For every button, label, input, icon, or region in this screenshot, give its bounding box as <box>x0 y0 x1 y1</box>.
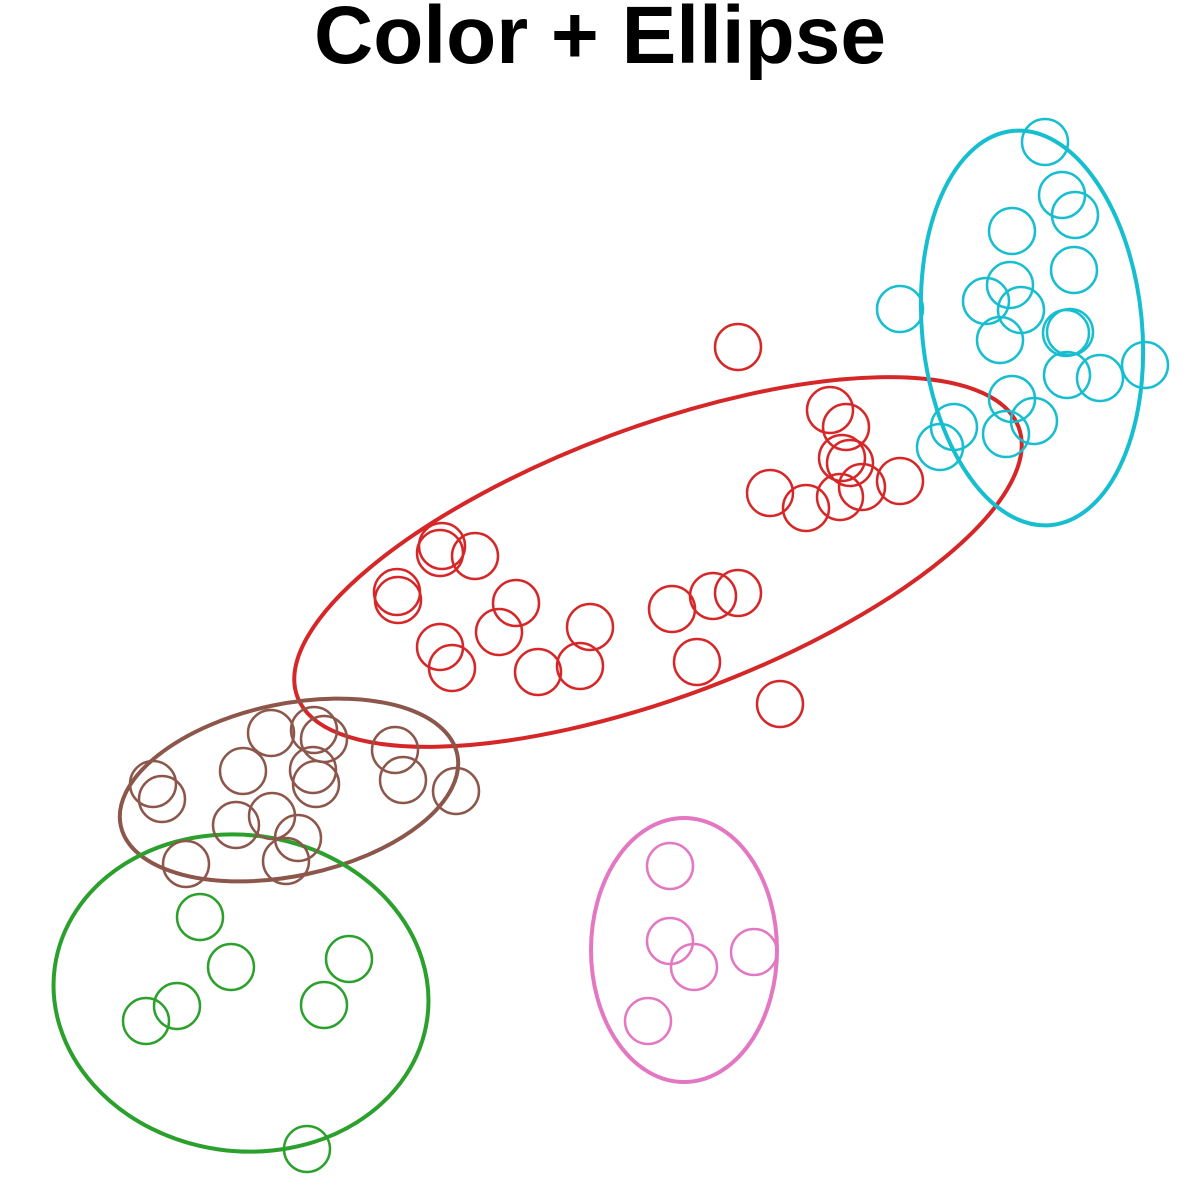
confidence-ellipse-3 <box>117 696 461 884</box>
data-point-s1-11 <box>450 531 500 581</box>
data-point-s1-1 <box>713 322 763 372</box>
data-point-s3-1 <box>246 708 296 758</box>
data-point-s3-3 <box>299 714 349 764</box>
data-point-s1-25 <box>713 568 763 618</box>
data-point-s1-7 <box>837 462 887 512</box>
data-point-s1-22 <box>555 641 605 691</box>
data-point-s1-17 <box>474 607 524 657</box>
data-point-s2-3 <box>1050 190 1100 240</box>
data-point-s3-2 <box>289 705 339 755</box>
data-point-s2-19 <box>929 402 979 452</box>
data-point-s3-10 <box>137 774 187 824</box>
data-point-s4-1 <box>175 892 225 942</box>
data-point-s1-8 <box>815 472 865 522</box>
data-point-s5-5 <box>623 996 673 1046</box>
data-point-s5-3 <box>669 942 719 992</box>
data-point-s4-2 <box>206 942 256 992</box>
data-point-s2-13 <box>1075 353 1125 403</box>
data-point-s2-6 <box>985 260 1035 310</box>
data-point-s2-7 <box>961 276 1011 326</box>
data-point-s1-24 <box>688 571 738 621</box>
chart-title: Color + Ellipse <box>314 0 886 81</box>
data-point-s1-20 <box>427 643 477 693</box>
data-point-s4-7 <box>282 1124 332 1174</box>
data-point-s3-5 <box>218 746 268 796</box>
data-point-s3-4 <box>370 725 420 775</box>
data-point-s5-4 <box>729 927 779 977</box>
data-point-s1-18 <box>565 602 615 652</box>
data-point-s3-16 <box>261 836 311 886</box>
data-point-s1-21 <box>513 647 563 697</box>
data-point-s2-5 <box>1049 245 1099 295</box>
data-point-s2-17 <box>1009 396 1059 446</box>
data-point-s3-15 <box>161 839 211 889</box>
data-point-s2-11 <box>1045 307 1095 357</box>
data-point-s2-18 <box>981 409 1031 459</box>
point-layer <box>121 117 1170 1174</box>
data-point-s1-6 <box>875 456 925 506</box>
data-point-s3-9 <box>128 759 178 809</box>
data-point-s1-5 <box>825 438 875 488</box>
data-point-s2-1 <box>1020 117 1070 167</box>
data-point-s4-5 <box>121 996 171 1046</box>
data-point-s3-14 <box>273 813 323 863</box>
data-point-s1-16 <box>491 578 541 628</box>
data-point-s1-26 <box>672 637 722 687</box>
confidence-ellipse-1 <box>292 375 1024 749</box>
data-point-s2-10 <box>1041 308 1091 358</box>
data-point-s3-6 <box>288 745 338 795</box>
confidence-ellipse-5 <box>589 816 779 1084</box>
confidence-ellipse-4 <box>51 832 431 1154</box>
data-point-s4-6 <box>299 980 349 1030</box>
data-point-s1-27 <box>755 679 805 729</box>
data-point-s2-14 <box>1120 340 1170 390</box>
data-point-s3-8 <box>378 755 428 805</box>
data-point-s2-16 <box>875 284 925 334</box>
data-point-s5-1 <box>645 841 695 891</box>
data-point-s3-13 <box>211 800 261 850</box>
data-point-s2-9 <box>975 315 1025 365</box>
data-point-s1-9 <box>745 468 795 518</box>
data-point-s1-4 <box>817 433 867 483</box>
data-point-s4-4 <box>152 981 202 1031</box>
data-point-s3-7 <box>291 759 341 809</box>
data-point-s1-15 <box>373 575 423 625</box>
data-point-s2-8 <box>996 285 1046 335</box>
data-point-s2-20 <box>915 422 965 472</box>
data-point-s1-10 <box>781 483 831 533</box>
data-point-s1-23 <box>647 584 697 634</box>
data-point-s3-12 <box>431 766 481 816</box>
data-point-s1-3 <box>821 402 871 452</box>
data-point-s4-3 <box>324 934 374 984</box>
data-point-s2-12 <box>1042 350 1092 400</box>
data-point-s1-13 <box>417 521 467 571</box>
ellipse-layer <box>51 128 1146 1154</box>
data-point-s2-4 <box>987 206 1037 256</box>
data-point-s5-2 <box>645 916 695 966</box>
confidence-ellipse-2 <box>918 128 1146 528</box>
data-point-s1-2 <box>805 385 855 435</box>
